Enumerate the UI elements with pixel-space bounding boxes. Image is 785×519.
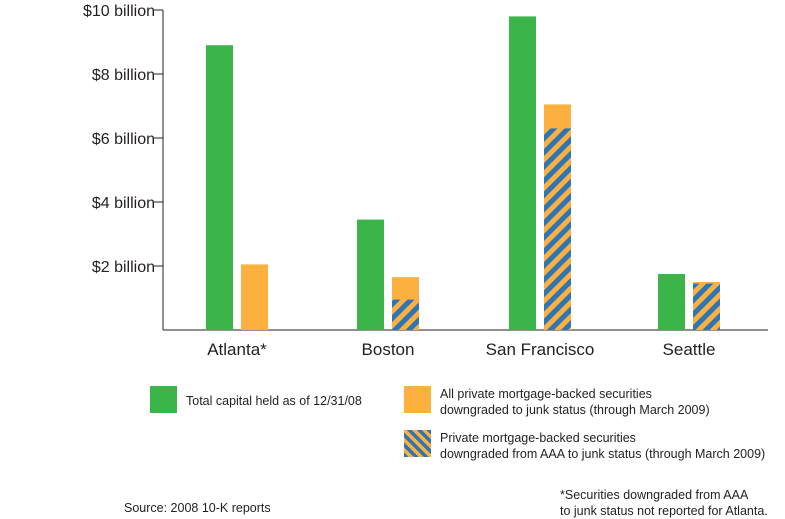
legend-label-all-junk-line2: downgraded to junk status (through March…: [440, 403, 710, 417]
footnote-line1: *Securities downgraded from AAA: [560, 488, 749, 502]
footnote: *Securities downgraded from AAA to junk …: [560, 487, 768, 519]
legend-swatch-total: [150, 386, 177, 413]
x-category-label: Seattle: [663, 340, 716, 359]
y-ticks: $2 billion $4 billion $6 billion $8 billion…: [83, 3, 163, 276]
legend-label-total-text: Total capital held as of 12/31/08: [186, 394, 362, 408]
x-category-labels: Atlanta* Boston San Francisco Seattle: [207, 340, 715, 359]
y-tick-label: $2 billion: [92, 259, 155, 276]
bar-all-junk: [241, 264, 268, 330]
legend-swatch-aaa-junk: [404, 430, 431, 457]
x-category-label: San Francisco: [486, 340, 595, 359]
legend-label-aaa-junk: Private mortgage-backed securities downg…: [440, 430, 765, 462]
x-category-label: Atlanta*: [207, 340, 267, 359]
bar-total-capital: [357, 219, 384, 330]
bar-total-capital: [509, 16, 536, 331]
legend-swatch-all-junk: [404, 386, 431, 413]
y-tick-label: $4 billion: [92, 195, 155, 212]
source-note: Source: 2008 10-K reports: [124, 501, 271, 515]
bar-aaa-junk: [693, 283, 720, 330]
legend-label-all-junk-line1: All private mortgage-backed securities: [440, 387, 652, 401]
y-tick-label: $8 billion: [92, 67, 155, 84]
x-category-label: Boston: [362, 340, 415, 359]
bars: [206, 16, 720, 331]
bar-aaa-junk: [392, 299, 419, 330]
bar-total-capital: [658, 274, 685, 330]
footnote-line2: to junk status not reported for Atlanta.: [560, 504, 768, 518]
y-tick-label: $6 billion: [92, 131, 155, 148]
legend-label-aaa-junk-line2: downgraded from AAA to junk status (thro…: [440, 447, 766, 461]
y-tick-label: $10 billion: [83, 3, 155, 20]
legend-label-all-junk: All private mortgage-backed securities d…: [440, 386, 710, 418]
bar-total-capital: [206, 45, 233, 330]
legend-label-aaa-junk-line1: Private mortgage-backed securities: [440, 431, 636, 445]
legend-label-total: Total capital held as of 12/31/08: [186, 393, 362, 409]
bar-aaa-junk: [544, 128, 571, 330]
